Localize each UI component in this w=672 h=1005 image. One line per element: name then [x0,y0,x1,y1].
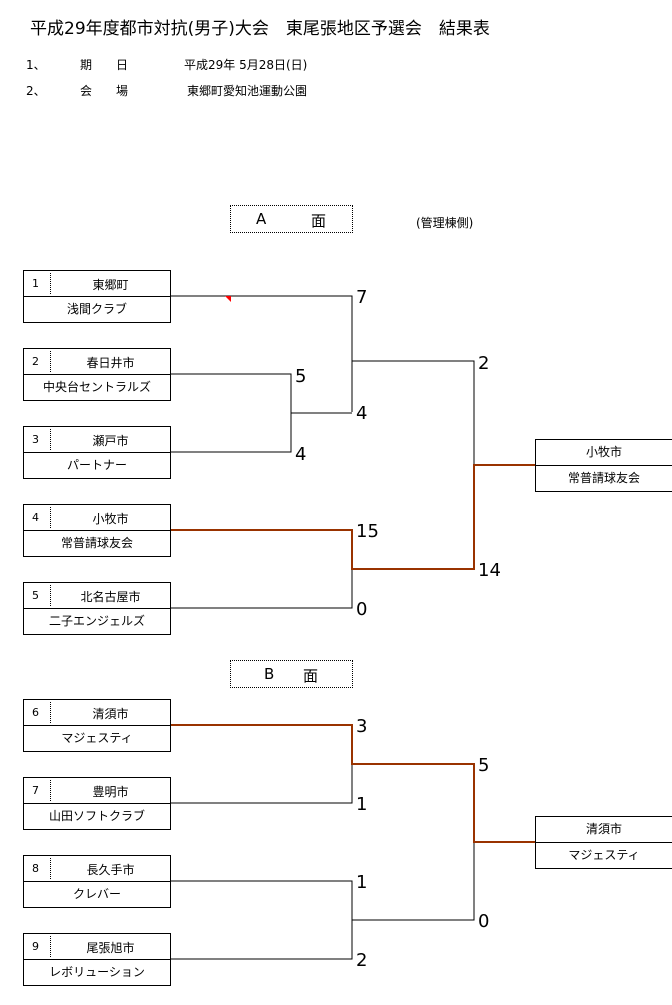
info-label-date: 期 日 [80,58,129,72]
team-number: 7 [32,784,39,797]
team-number: 8 [32,862,39,875]
score-team-1: 7 [356,287,368,308]
team-number: 5 [32,589,39,602]
section-letter: A [256,210,267,228]
team-name: 常普請球友会 [60,536,133,550]
team-name: 二子エンジェルズ [48,614,145,628]
team-box-8: 8 長久手市クレバー [23,855,171,908]
team-number: 3 [32,433,39,446]
section-label: 面 [303,667,319,685]
score-team-7: 1 [356,794,368,815]
team-city: 北名古屋市 [80,590,141,604]
info-label-venue: 会 場 [80,84,129,98]
score-team-6: 3 [356,716,368,737]
team-name: 浅間クラブ [66,302,127,316]
team-city: 瀬戸市 [92,434,129,448]
section-label: 面 [311,212,327,230]
team-box-7: 7 豊明市山田ソフトクラブ [23,777,171,830]
info-date: 平成29年 5月28日(日) [184,58,308,72]
team-box-4: 4 小牧市常普請球友会 [23,504,171,557]
winner-name: マジェスティ [568,848,640,862]
score-team-4: 15 [356,521,379,542]
winner-path-a [170,464,535,570]
winner-city: 小牧市 [536,440,672,466]
winner-name: 常普請球友会 [567,471,640,485]
score-team-8: 1 [356,872,368,893]
team-city: 清須市 [92,707,129,721]
team-number: 4 [32,511,39,524]
score-final-a-top: 2 [478,353,490,374]
score-final-b-top: 5 [478,755,490,776]
section-letter: B [264,665,275,683]
team-city: 長久手市 [86,863,135,877]
team-box-3: 3 瀬戸市パートナー [23,426,171,479]
team-city: 豊明市 [92,785,129,799]
team-number: 9 [32,940,39,953]
team-number: 6 [32,706,39,719]
score-r1-winner: 4 [356,403,368,424]
info-no-2: 2、 [26,84,46,98]
team-city: 尾張旭市 [86,941,135,955]
team-name: クレバー [72,887,121,901]
line-team-5 [170,569,353,609]
team-city: 東郷町 [92,278,129,292]
team-box-9: 9 尾張旭市レボリューション [23,933,171,986]
score-final-a-bottom: 14 [478,560,501,581]
line-team-2-3 [170,373,292,453]
winner-path-b [170,724,535,843]
info-venue: 東郷町愛知池運動公園 [187,84,308,98]
score-team-9: 2 [356,950,368,971]
team-name: マジェスティ [61,731,133,745]
team-name: レボリューション [49,965,145,979]
team-city: 春日井市 [86,356,135,370]
team-box-6: 6 清須市マジェスティ [23,699,171,752]
line-team-8-9 [170,880,353,960]
team-box-5: 5 北名古屋市二子エンジェルズ [23,582,171,635]
winner-box-a: 小牧市 常普請球友会 [535,439,672,492]
page-title: 平成29年度都市対抗(男子)大会 東尾張地区予選会 結果表 [30,19,490,39]
score-team-3: 4 [295,444,307,465]
comment-marker-icon [225,296,231,302]
line-final-b-bottom [352,842,475,921]
team-name: 山田ソフトクラブ [48,809,145,823]
score-team-2: 5 [295,366,307,387]
team-name: パートナー [66,458,127,472]
info-no-1: 1、 [26,58,46,72]
winner-box-b: 清須市 マジェスティ [535,816,672,869]
team-number: 1 [32,277,39,290]
line-team-7 [170,764,353,804]
line-semi-a-top [352,360,475,465]
line-team-1 [170,295,353,412]
score-final-b-bottom: 0 [478,911,490,932]
team-box-2: 2 春日井市中央台セントラルズ [23,348,171,401]
team-box-1: 1 東郷町浅間クラブ [23,270,171,323]
team-city: 小牧市 [92,512,129,526]
score-team-5: 0 [356,599,368,620]
winner-city: 清須市 [536,817,672,843]
section-a-note: (管理棟側) [416,216,474,230]
team-name: 中央台セントラルズ [42,380,151,394]
team-number: 2 [32,355,39,368]
